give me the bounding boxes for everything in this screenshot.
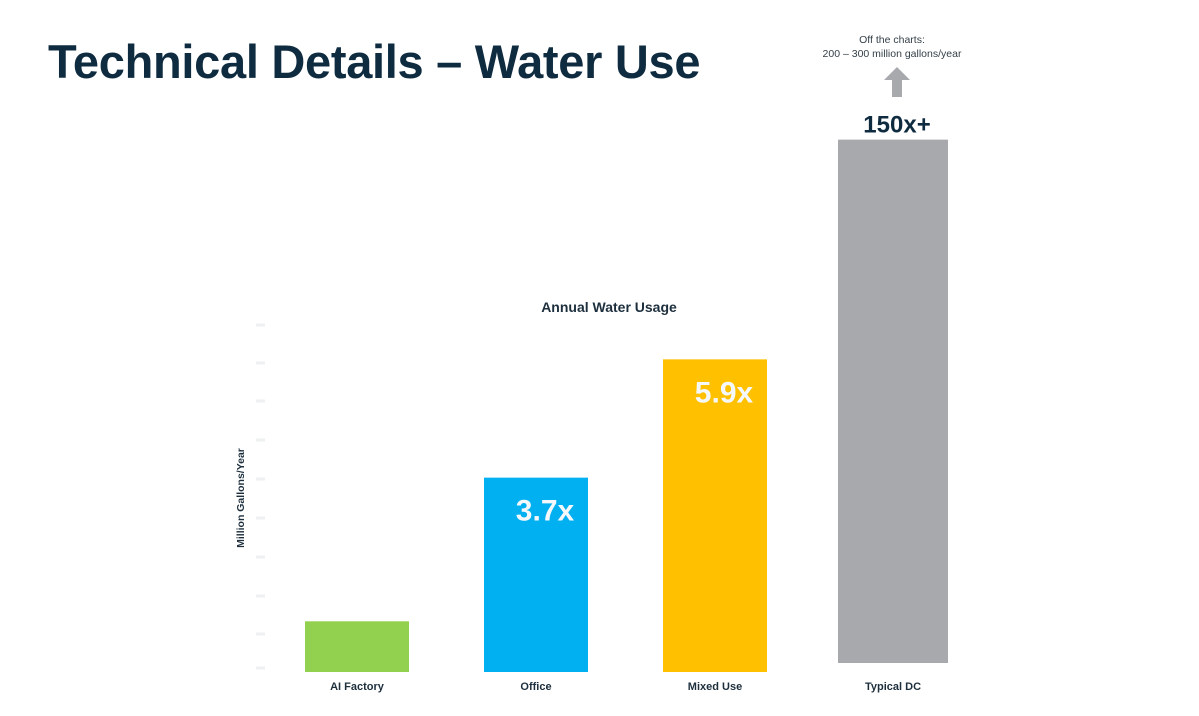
- y-axis-tick-7: [256, 555, 265, 559]
- y-axis-tick-10: [256, 666, 265, 670]
- faint-axis-ticks: [256, 323, 265, 670]
- y-axis-tick-6: [256, 516, 265, 520]
- y-axis-label: Million Gallons/Year: [235, 448, 247, 548]
- y-axis-tick-4: [256, 438, 265, 442]
- category-labels: AI Factory Office Mixed Use Typical DC: [330, 681, 921, 693]
- category-label-typical-dc: Typical DC: [865, 681, 921, 693]
- bar-typical-dc: [838, 139, 948, 663]
- off-chart-note-line1: Off the charts:: [859, 34, 925, 46]
- bar-office: [484, 477, 588, 672]
- category-label-office: Office: [520, 681, 551, 693]
- value-label-mixed-use: 5.9x: [695, 376, 754, 409]
- bar-series: [305, 139, 948, 672]
- category-label-mixed-use: Mixed Use: [688, 681, 742, 693]
- up-arrow-icon: [884, 67, 910, 97]
- y-axis-tick-1: [256, 323, 265, 327]
- relative-value-labels: 3.7x 5.9x 150x+: [516, 112, 931, 528]
- slide-title: Technical Details – Water Use: [48, 35, 701, 88]
- y-axis-tick-8: [256, 594, 265, 598]
- category-label-ai-factory: AI Factory: [330, 681, 385, 693]
- y-axis-tick-2: [256, 361, 265, 365]
- value-label-office: 3.7x: [516, 495, 575, 528]
- bar-ai-factory: [305, 621, 409, 672]
- y-axis-tick-3: [256, 399, 265, 403]
- y-axis-tick-9: [256, 632, 265, 636]
- off-chart-note: Off the charts: 200 – 300 million gallon…: [792, 33, 992, 61]
- off-chart-note-line2: 200 – 300 million gallons/year: [822, 48, 962, 60]
- value-label-typical-dc: 150x+: [863, 112, 930, 139]
- bar-mixed-use: [663, 359, 767, 672]
- y-axis-tick-5: [256, 477, 265, 481]
- chart-title: Annual Water Usage: [541, 299, 677, 315]
